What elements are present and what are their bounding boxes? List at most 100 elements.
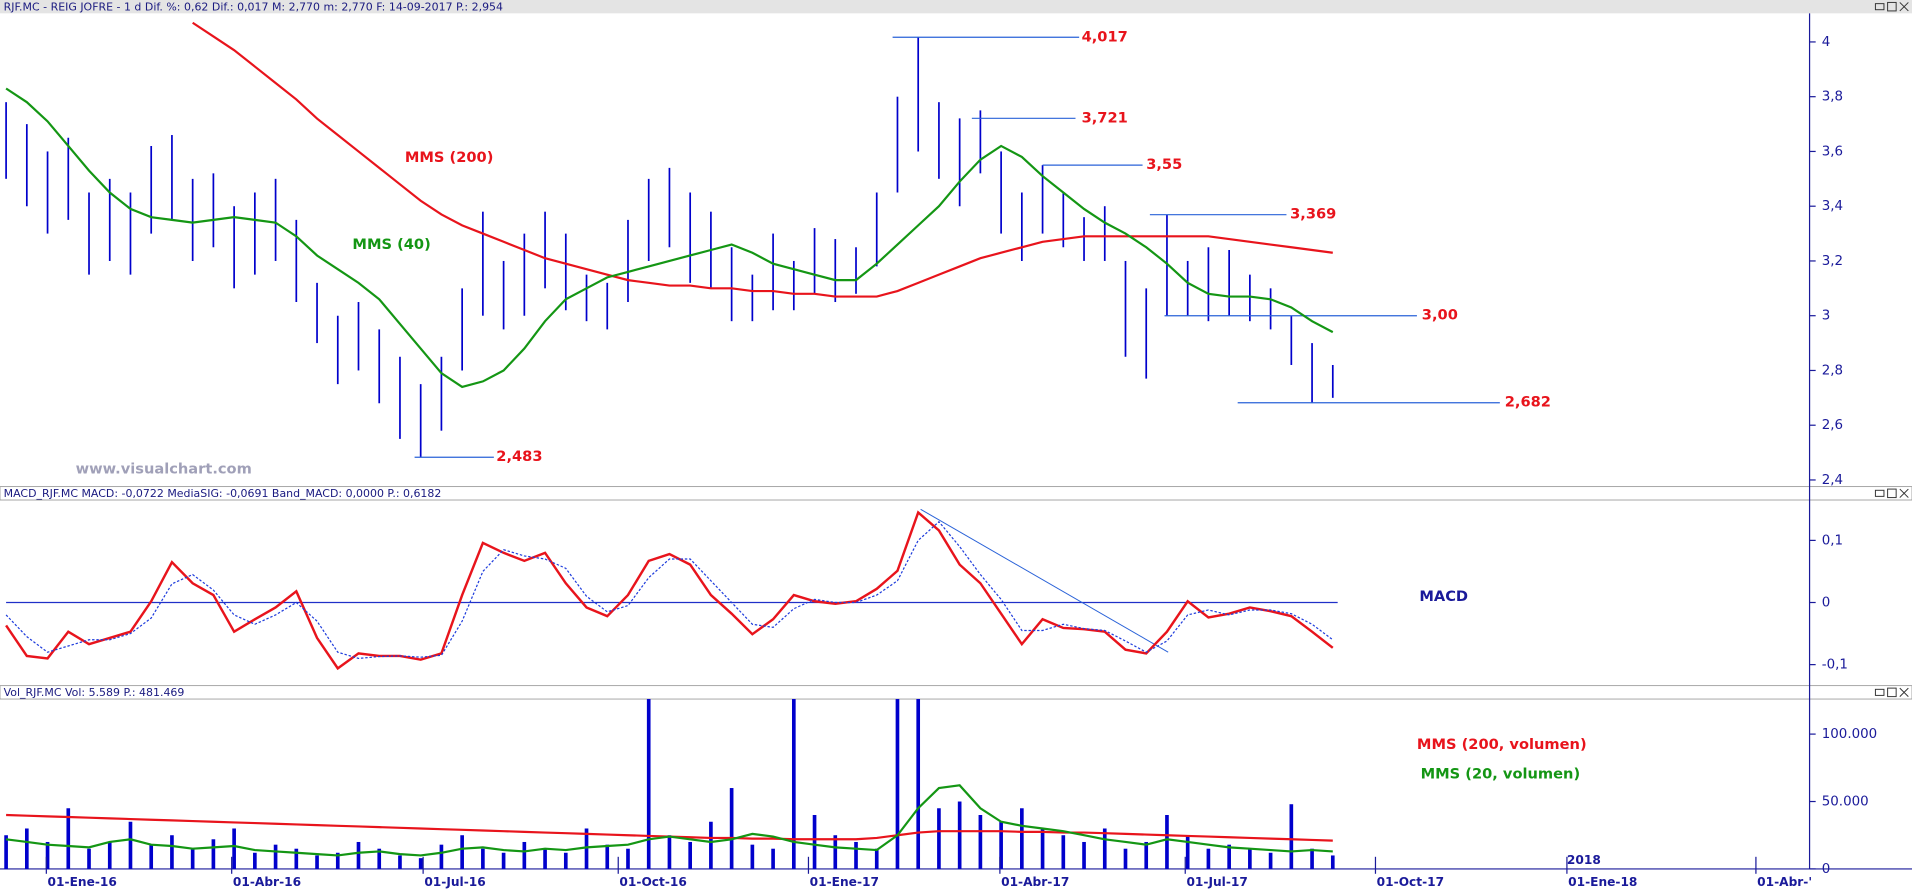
volume-bar [1185, 835, 1190, 869]
level-label: 3,55 [1146, 156, 1182, 173]
header-bar [0, 0, 1912, 14]
panel-title: Vol_RJF.MC Vol: 5.589 P.: 481.469 [4, 686, 185, 699]
y-tick-label: 0,1 [1822, 533, 1843, 548]
legend-label: MMS (40) [352, 236, 430, 253]
icon[interactable] [1887, 1, 1897, 12]
y-tick-label: 4 [1822, 35, 1831, 50]
y-tick-label: -0,1 [1822, 658, 1848, 673]
volume-bar [563, 852, 568, 869]
volume-bar [1123, 848, 1128, 869]
icon[interactable] [1899, 2, 1909, 12]
volume-bar [501, 852, 506, 869]
volume-bar [128, 821, 133, 869]
panel-title: MACD_RJF.MC MACD: -0,0722 MediaSIG: -0,0… [4, 487, 442, 500]
volume-bar [999, 821, 1003, 869]
volume-bar [895, 699, 900, 869]
volume-bar [356, 841, 361, 869]
volume-bar [66, 808, 71, 869]
volume-bar [646, 699, 651, 869]
volume-bar [1268, 852, 1273, 869]
y-tick-label: 0 [1822, 596, 1831, 611]
volume-bar [460, 835, 464, 869]
window-icons [1874, 1, 1909, 698]
volume-bar [916, 699, 921, 869]
x-tick-label: 01-Ene-18 [1568, 875, 1637, 889]
volume-bar [45, 841, 50, 869]
volume-bar [315, 855, 319, 869]
x-tick-label: 01-Abr-16 [233, 875, 301, 889]
level-label: 3,369 [1290, 206, 1336, 223]
volume-bar [149, 844, 154, 869]
indicator-label: MACD [1419, 588, 1468, 605]
volume-bar [253, 852, 257, 869]
y-tick-label: 50.000 [1822, 795, 1869, 810]
volume-bar [1102, 828, 1107, 869]
x-tick-label: 01-Ene-16 [48, 875, 117, 889]
volume-bar [4, 835, 8, 869]
volume-bar [771, 848, 775, 869]
volume-bar [481, 848, 485, 869]
volume-bar [957, 801, 962, 869]
x-tick-label: 01-Abr-17 [1001, 875, 1069, 889]
volume-bar [833, 835, 838, 869]
x-tick-label: 01-Jul-16 [424, 875, 485, 889]
volume-bar [667, 835, 672, 869]
volume-bar [294, 848, 299, 869]
trend-line [920, 508, 1169, 653]
volume-bar [211, 839, 216, 869]
volume-bar [1082, 841, 1086, 869]
series-line [5, 87, 1334, 389]
volume-bar [812, 815, 817, 869]
icon[interactable] [1887, 488, 1897, 499]
volume-bar [398, 855, 402, 869]
icon[interactable] [1874, 688, 1885, 696]
volume-bar [24, 828, 29, 869]
volume-bar [1227, 844, 1231, 869]
level-label: 3,721 [1082, 109, 1128, 126]
icon[interactable] [1874, 489, 1885, 497]
x-tick-label: 01-Ene-17 [810, 875, 879, 889]
x-tick-label: 01-Jul-17 [1186, 875, 1247, 889]
volume-bar [1020, 808, 1024, 869]
volume-bar [978, 815, 983, 869]
header-bar [0, 486, 1912, 501]
volume-bar [522, 841, 527, 869]
y-tick-label: 3,8 [1822, 90, 1843, 105]
volume-bar [688, 841, 693, 869]
volume-bar [273, 844, 278, 869]
icon[interactable] [1887, 687, 1897, 698]
volume-bar [439, 844, 444, 869]
volume-bar [1206, 848, 1211, 869]
year-label: 2018 [1567, 853, 1601, 867]
icon[interactable] [1899, 687, 1909, 697]
volume-bar [729, 788, 734, 869]
volume-bar [1165, 815, 1169, 869]
icon[interactable] [1899, 488, 1909, 498]
series-line [5, 784, 1333, 857]
volume-bar [418, 858, 423, 869]
volume-bar [1310, 848, 1314, 869]
level-label: 3,00 [1422, 307, 1458, 324]
volume-bar [1040, 828, 1045, 869]
y-tick-label: 0 [1822, 862, 1831, 877]
y-tick-label: 100.000 [1822, 727, 1877, 742]
y-tick-label: 2,8 [1822, 363, 1843, 378]
x-tick-label: 01-Abr-' [1757, 875, 1812, 889]
watermark: www.visualchart.com [76, 461, 252, 478]
series-line [192, 21, 1333, 298]
header-bar [0, 685, 1912, 700]
volume-bar [335, 852, 340, 869]
icon[interactable] [1874, 3, 1885, 11]
legend-label: MMS (200, volumen) [1417, 736, 1587, 753]
level-label: 2,682 [1505, 394, 1551, 411]
legend-label: MMS (20, volumen) [1421, 765, 1581, 782]
volume-bar [791, 699, 796, 869]
volume-bar [750, 844, 755, 869]
volume-bar [854, 841, 858, 869]
volume-bar [107, 841, 112, 869]
volume-bar [190, 848, 195, 869]
volume-bar [937, 808, 941, 869]
